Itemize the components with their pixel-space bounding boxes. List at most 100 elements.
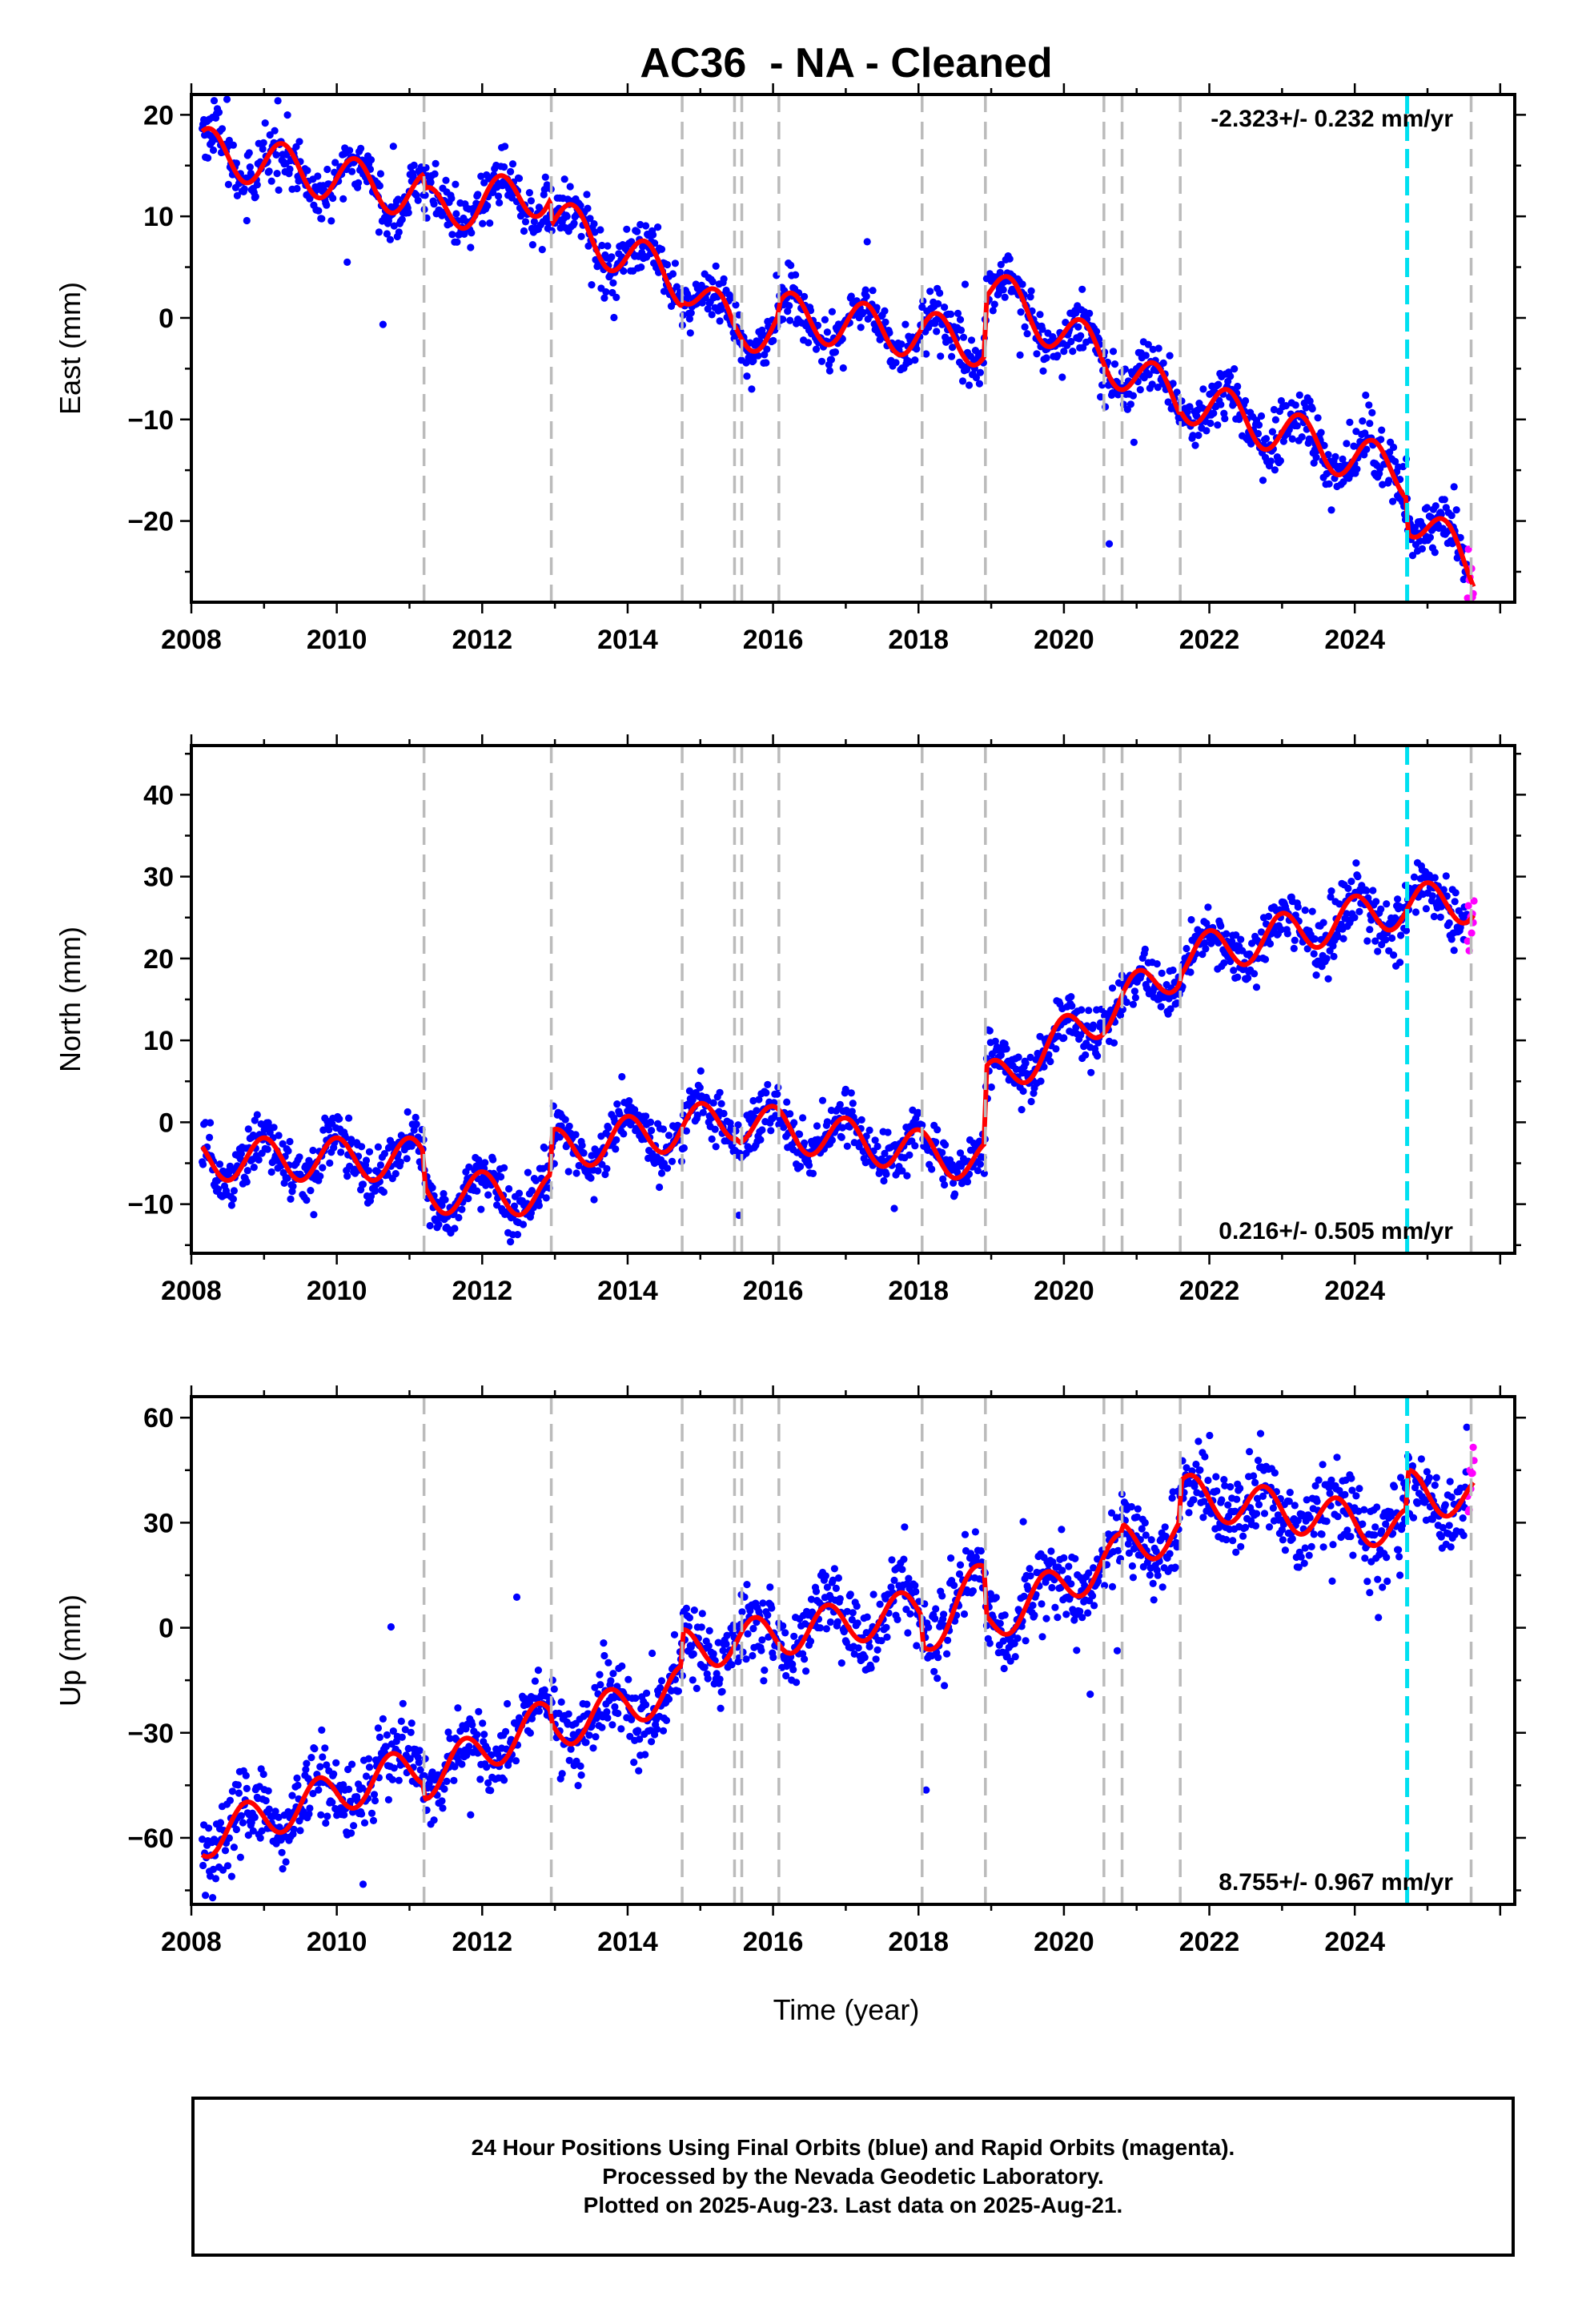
final-orbit-point bbox=[452, 180, 460, 188]
final-orbit-point bbox=[779, 316, 787, 324]
final-orbit-point bbox=[264, 1787, 272, 1795]
final-orbit-point bbox=[647, 1118, 655, 1126]
final-orbit-point bbox=[976, 1160, 984, 1168]
final-orbit-point bbox=[779, 1622, 787, 1630]
final-orbit-point bbox=[1254, 1457, 1263, 1465]
final-orbit-point bbox=[1169, 380, 1177, 388]
final-orbit-point bbox=[1109, 348, 1118, 356]
final-orbit-point bbox=[515, 175, 524, 183]
final-orbit-point bbox=[922, 1786, 930, 1794]
final-orbit-point bbox=[322, 1819, 330, 1827]
final-orbit-point bbox=[847, 1089, 855, 1097]
final-orbit-point bbox=[1396, 1571, 1404, 1579]
final-orbit-point bbox=[427, 179, 435, 187]
final-orbit-point bbox=[780, 1124, 788, 1132]
final-orbit-point bbox=[1408, 552, 1417, 560]
final-orbit-point bbox=[705, 1642, 713, 1650]
final-orbit-point bbox=[1108, 1582, 1117, 1590]
final-orbit-point bbox=[1310, 1530, 1318, 1538]
x-tick-label: 2008 bbox=[161, 1276, 222, 1306]
final-orbit-point bbox=[1153, 960, 1161, 968]
final-orbit-point bbox=[648, 1649, 656, 1658]
final-orbit-point bbox=[1447, 1543, 1455, 1551]
final-orbit-point bbox=[758, 1636, 766, 1644]
final-orbit-point bbox=[242, 1771, 250, 1779]
final-orbit-point bbox=[216, 1819, 225, 1827]
plot-frame bbox=[190, 93, 1516, 604]
final-orbit-point bbox=[323, 1812, 331, 1820]
final-orbit-point bbox=[1366, 1589, 1374, 1597]
final-orbit-point bbox=[1447, 1493, 1456, 1502]
final-orbit-point bbox=[686, 329, 694, 337]
final-orbit-point bbox=[519, 1220, 528, 1228]
final-orbit-point bbox=[483, 1763, 491, 1771]
final-orbit-point bbox=[585, 1731, 593, 1739]
final-orbit-point bbox=[972, 374, 980, 382]
final-orbit-point bbox=[635, 1767, 643, 1775]
final-orbit-point bbox=[1291, 401, 1299, 409]
final-orbit-point bbox=[965, 381, 974, 389]
final-orbit-point bbox=[1042, 1614, 1050, 1622]
final-orbit-point bbox=[760, 1677, 768, 1685]
final-orbit-point bbox=[1308, 404, 1316, 413]
final-orbit-point bbox=[233, 191, 241, 199]
final-orbit-point bbox=[230, 1187, 238, 1195]
final-orbit-point bbox=[680, 1144, 689, 1152]
final-orbit-point bbox=[467, 243, 475, 251]
final-orbit-point bbox=[577, 1771, 585, 1779]
final-orbit-point bbox=[1390, 951, 1398, 959]
final-orbit-point bbox=[1084, 1609, 1092, 1617]
x-tick-label: 2014 bbox=[597, 625, 658, 655]
final-orbit-point bbox=[271, 1807, 279, 1815]
final-orbit-point bbox=[637, 263, 645, 271]
final-orbit-point bbox=[1218, 1496, 1226, 1504]
final-orbit-point bbox=[1040, 1063, 1048, 1071]
final-orbit-point bbox=[1319, 1461, 1327, 1469]
final-orbit-point bbox=[244, 1125, 252, 1133]
final-orbit-point bbox=[1215, 939, 1223, 947]
final-orbit-point bbox=[295, 1153, 303, 1161]
final-orbit-point bbox=[538, 246, 546, 254]
final-orbit-point bbox=[881, 318, 889, 326]
final-orbit-point bbox=[1319, 1543, 1327, 1551]
final-orbit-point bbox=[1116, 1011, 1125, 1019]
final-orbit-point bbox=[531, 1677, 540, 1685]
final-orbit-point bbox=[345, 1114, 353, 1122]
final-orbit-point bbox=[451, 1224, 459, 1232]
final-orbit-point bbox=[1108, 984, 1117, 992]
final-orbit-point bbox=[685, 315, 694, 323]
final-orbit-point bbox=[1158, 1583, 1166, 1591]
final-orbit-point bbox=[711, 1125, 719, 1133]
final-orbit-point bbox=[1130, 987, 1138, 995]
final-orbit-point bbox=[1072, 309, 1080, 317]
final-orbit-point bbox=[1214, 421, 1222, 429]
final-orbit-point bbox=[318, 215, 326, 223]
final-orbit-point bbox=[1193, 412, 1201, 420]
final-orbit-point bbox=[826, 1618, 834, 1626]
final-orbit-point bbox=[565, 1122, 573, 1130]
final-orbit-point bbox=[1203, 427, 1211, 435]
final-orbit-point bbox=[1196, 1466, 1204, 1474]
final-orbit-point bbox=[501, 143, 509, 151]
final-orbit-point bbox=[479, 1719, 487, 1727]
final-orbit-point bbox=[662, 1716, 671, 1724]
final-orbit-point bbox=[1311, 935, 1319, 943]
final-orbit-point bbox=[938, 1148, 946, 1156]
final-orbit-point bbox=[290, 1825, 298, 1833]
final-orbit-point bbox=[1391, 457, 1399, 465]
final-orbit-point bbox=[357, 144, 365, 152]
final-orbit-point bbox=[376, 1161, 384, 1169]
final-orbit-point bbox=[1150, 1596, 1158, 1604]
final-orbit-point bbox=[1027, 287, 1035, 295]
final-orbit-point bbox=[375, 1733, 383, 1741]
final-orbit-point bbox=[396, 1158, 404, 1166]
final-orbit-point bbox=[468, 1721, 476, 1729]
final-orbit-point bbox=[525, 189, 534, 197]
final-orbit-point bbox=[1022, 1059, 1030, 1068]
final-orbit-point bbox=[344, 1765, 352, 1774]
final-orbit-point bbox=[934, 300, 942, 308]
final-orbit-point bbox=[1397, 931, 1405, 939]
final-orbit-point bbox=[834, 1574, 842, 1582]
final-orbit-point bbox=[1110, 1039, 1118, 1047]
y-tick-label: −10 bbox=[127, 1190, 174, 1220]
